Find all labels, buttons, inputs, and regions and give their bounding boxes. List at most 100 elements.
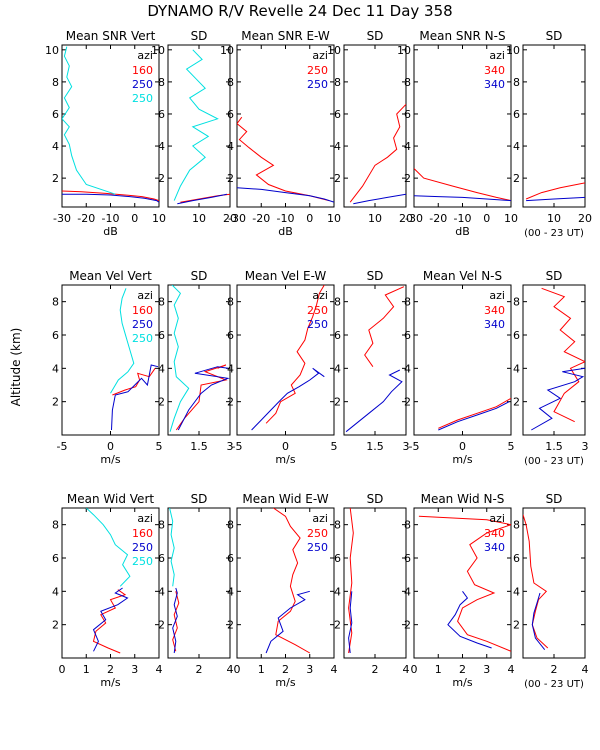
- series-line-250: [85, 508, 131, 587]
- x-tick-label: 10: [192, 212, 206, 225]
- x-tick-label: 0: [59, 663, 66, 676]
- y-tick-label: 10: [397, 44, 411, 57]
- series-group: [523, 514, 549, 651]
- x-tick-label: -10: [454, 212, 472, 225]
- y-tick-label: 4: [404, 362, 411, 375]
- series-line-250: [111, 364, 159, 431]
- panel-frame: [167, 507, 231, 659]
- panel-title: SD: [191, 269, 208, 283]
- x-tick-label: 3: [483, 663, 490, 676]
- x-tick-label: 20: [578, 212, 592, 225]
- x-tick-label: 2: [551, 663, 558, 676]
- series-line-250: [177, 193, 228, 205]
- y-tick-label: 2: [52, 396, 59, 409]
- x-tick-label: 0: [131, 212, 138, 225]
- x-axis-label: m/s: [275, 676, 295, 689]
- panel-frame: [167, 44, 231, 208]
- y-tick-label: 4: [227, 140, 234, 153]
- x-tick-label: 0: [483, 212, 490, 225]
- y-tick-label: 6: [404, 552, 411, 565]
- y-tick-label: 4: [404, 585, 411, 598]
- y-tick-label: 6: [227, 329, 234, 342]
- x-tick-label: 4: [403, 663, 410, 676]
- y-tick-label: 8: [404, 519, 411, 532]
- panel-title: Mean SNR N-S: [419, 29, 505, 43]
- series-line-250: [172, 587, 178, 654]
- x-tick-label: 1: [258, 663, 265, 676]
- panel-title: Mean Wid E-W: [242, 492, 328, 506]
- y-tick-label: 4: [334, 140, 341, 153]
- y-tick-label: 8: [227, 296, 234, 309]
- legend-entry: 160: [132, 527, 153, 540]
- x-tick-label: 10: [368, 212, 382, 225]
- y-tick-label: 8: [227, 519, 234, 532]
- series-group: [62, 46, 159, 203]
- panel-title: Mean Vel N-S: [423, 269, 502, 283]
- y-tick-label: 8: [52, 519, 59, 532]
- series-line-250: [265, 590, 310, 654]
- y-tick-label: 6: [227, 108, 234, 121]
- panel-frame: [522, 284, 586, 436]
- y-tick-label: 4: [513, 140, 520, 153]
- panel-title: SD: [191, 29, 208, 43]
- legend-entry: 250: [307, 527, 328, 540]
- x-tick-label: 2: [107, 663, 114, 676]
- y-tick-label: 2: [227, 619, 234, 632]
- x-tick-label: 0: [306, 212, 313, 225]
- legend-entry: 250: [132, 318, 153, 331]
- series-group: [169, 285, 230, 432]
- x-tick-label: 0: [411, 663, 418, 676]
- panel-title: Mean SNR E-W: [241, 29, 330, 43]
- x-tick-label: -20: [252, 212, 270, 225]
- x-tick-label: -5: [57, 440, 68, 453]
- panel-snr-vert-sd: SD 2 4 6 8 10 10 20: [151, 29, 237, 225]
- legend-header: azi: [489, 49, 505, 62]
- y-tick-label: 8: [513, 76, 520, 89]
- y-tick-label: 6: [227, 552, 234, 565]
- x-tick-label: 2: [459, 663, 466, 676]
- y-tick-label: 2: [513, 172, 520, 185]
- legend-entry: 160: [132, 64, 153, 77]
- y-tick-label: 4: [158, 585, 165, 598]
- y-tick-label: 4: [334, 585, 341, 598]
- x-tick-label: 0: [107, 440, 114, 453]
- x-tick-label: 3: [306, 663, 313, 676]
- x-axis-label: dB: [278, 225, 293, 238]
- legend-entry: 250: [307, 541, 328, 554]
- panel-frame: [522, 507, 586, 659]
- legend-header: azi: [489, 289, 505, 302]
- y-tick-label: 6: [52, 108, 59, 121]
- x-tick-label: 2: [282, 663, 289, 676]
- legend-entry: 250: [132, 92, 153, 105]
- series-group: [348, 508, 354, 654]
- y-tick-label: 8: [158, 296, 165, 309]
- y-tick-label: 2: [158, 172, 165, 185]
- altitude-axis-label: Altitude (km): [9, 328, 23, 407]
- legend-header: azi: [312, 289, 328, 302]
- series-group: [349, 103, 406, 205]
- y-tick-label: 2: [227, 396, 234, 409]
- panel-snr-ns-sd: SD 2 4 6 8 10 10 20 (00 - 23 UT): [506, 29, 592, 239]
- x-tick-label: 5: [508, 440, 515, 453]
- x-tick-label: 5: [156, 440, 163, 453]
- legend-entry: 250: [307, 318, 328, 331]
- legend-entry: 160: [132, 304, 153, 317]
- x-tick-label: 1: [435, 663, 442, 676]
- y-tick-label: 4: [52, 585, 59, 598]
- y-tick-label: 6: [404, 108, 411, 121]
- y-tick-label: 2: [52, 619, 59, 632]
- panel-title: SD: [367, 29, 384, 43]
- x-tick-label: 10: [327, 212, 341, 225]
- y-tick-label: 8: [334, 519, 341, 532]
- y-tick-label: 6: [513, 552, 520, 565]
- legend-header: azi: [312, 512, 328, 525]
- y-tick-label: 2: [158, 619, 165, 632]
- y-tick-label: 6: [52, 329, 59, 342]
- legend-entry: 250: [132, 555, 153, 568]
- panel-title: SD: [546, 29, 563, 43]
- panel-snr-ns: Mean SNR N-S 2 4 6 8 10 -30 -20 -10 0 10 dB azi 34034…: [397, 29, 518, 238]
